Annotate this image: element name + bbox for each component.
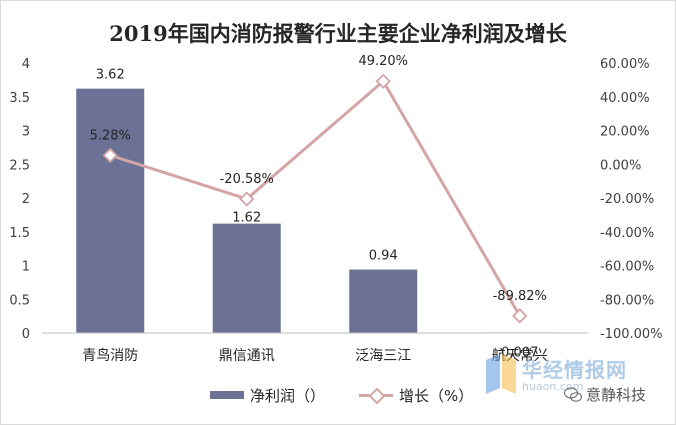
legend-item-profit: 净利润（） [210,385,325,406]
legend-item-growth: 增长（%） [359,385,473,406]
left-axis-tick-label: 1 [22,260,30,275]
right-axis-tick-label: -20.00% [600,192,654,207]
left-axis-tick-label: 2.5 [9,158,30,173]
watermark-url: huaon.com [522,380,584,393]
right-axis-tick-label: 40.00% [600,91,650,106]
line-data-label: -89.82% [493,289,547,304]
legend: 净利润（） 增长（%） [210,384,507,406]
line-data-labels: 5.28% -20.58% 49.20% -89.82% [90,54,547,304]
line-data-label: 49.20% [358,54,408,69]
right-axis-tick-label: -80.00% [600,293,654,308]
right-axis-tick-label: 60.00% [600,57,650,72]
left-axis-tick-label: 1.5 [9,226,30,241]
right-axis-tick-label: -40.00% [600,226,654,241]
line-series [102,73,528,324]
line-point-marker [102,147,118,163]
left-axis: 0 0.5 1 1.5 2 2.5 3 3.5 4 [9,57,30,342]
left-axis-tick-label: 3.5 [9,91,30,106]
left-axis-tick-label: 3 [22,125,30,140]
line-data-label: 5.28% [90,128,131,143]
right-axis-tick-label: -60.00% [600,260,654,275]
bar [349,269,418,333]
legend-bar-swatch [210,391,244,399]
legend-diamond-marker [368,387,386,405]
watermark: 华经情报网 huaon.com 意静科技 [482,352,672,412]
right-axis: -100.00% -80.00% -60.00% -40.00% -20.00% 0.00… [600,57,663,342]
wechat-icon [564,386,582,402]
growth-line [109,79,522,317]
line-point-marker [239,191,255,207]
bar-series [76,88,554,334]
watermark-logo-icon [486,354,516,394]
legend-label-growth: 增长（%） [399,386,474,405]
category-axis: 青鸟消防 鼎信通讯 泛海三江 航天常兴 [82,348,548,364]
category-label: 泛海三江 [355,348,411,364]
category-label: 青鸟消防 [82,348,138,364]
left-axis-tick-label: 0.5 [9,293,30,308]
watermark-account-name: 意静科技 [586,386,647,404]
category-label: 鼎信通讯 [219,348,275,364]
line-data-label: -20.58% [220,172,274,187]
right-axis-tick-label: -100.00% [600,327,663,342]
line-point-marker [512,308,528,324]
bar-data-label: 0.007 [501,346,538,361]
watermark-account: 意静科技 [564,384,646,405]
bar-data-label: 1.62 [232,211,261,226]
bar [212,223,281,333]
chart-title: 2019年国内消防报警行业主要企业净利润及增长 [109,21,567,46]
bar-data-labels: 3.62 1.62 0.94 0.007 [96,68,539,361]
left-axis-tick-label: 4 [22,57,30,72]
right-axis-tick-label: 20.00% [600,125,650,140]
bar [76,88,145,334]
right-axis-tick-label: 0.00% [600,158,641,173]
watermark-brand: 华经情报网 [522,358,627,382]
legend-label-profit: 净利润（） [250,386,326,405]
line-point-marker [375,73,391,89]
bar-data-label: 3.62 [96,68,125,83]
bar-data-label: 0.94 [369,249,398,264]
legend-line-swatch [359,387,394,405]
left-axis-tick-label: 2 [22,192,30,207]
left-axis-tick-label: 0 [22,327,30,342]
